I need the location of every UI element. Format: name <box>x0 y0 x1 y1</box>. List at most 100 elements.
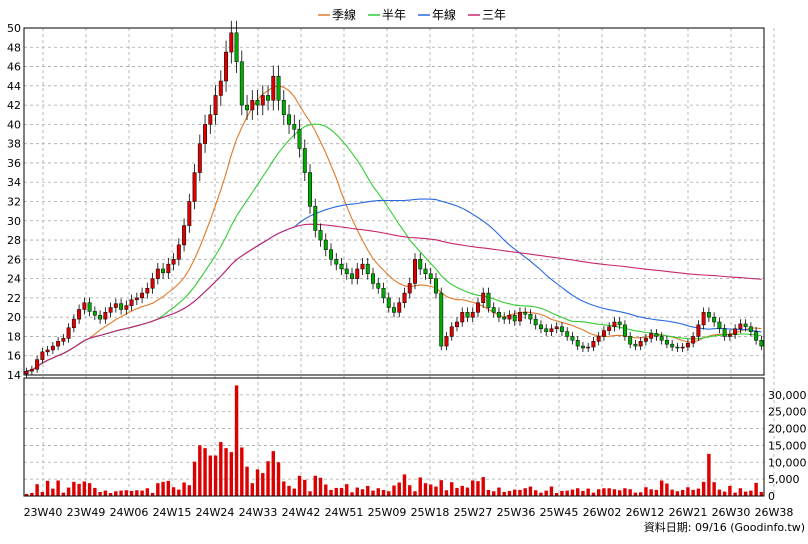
volume-bar <box>376 488 380 496</box>
candle-body <box>628 336 633 345</box>
candle-body <box>759 340 764 347</box>
volume-bar <box>103 490 108 496</box>
legend-label: 半年 <box>382 8 406 22</box>
volume-bar <box>570 489 575 496</box>
time-tick-label: 25W18 <box>411 506 450 519</box>
candle-body <box>239 61 244 106</box>
candle-body <box>45 349 50 353</box>
volume-bar <box>759 491 764 496</box>
volume-bar <box>460 485 464 496</box>
volume-bar <box>276 462 281 496</box>
volume-bar <box>124 490 129 496</box>
grid <box>24 27 775 497</box>
volume-tick-label: 25,000 <box>768 406 807 419</box>
candle-body <box>549 328 554 332</box>
legend-label: 季線 <box>332 7 356 22</box>
candle-body <box>580 345 585 349</box>
candle-body <box>591 341 596 348</box>
volume-bar <box>40 491 45 496</box>
volume-bar <box>292 488 296 496</box>
volume-bar <box>135 490 139 496</box>
volume-bar <box>502 491 506 496</box>
candle-body <box>98 314 103 320</box>
volume-bar <box>539 492 543 496</box>
candle-body <box>675 346 680 349</box>
candle-body <box>622 324 627 337</box>
time-tick-label: 24W24 <box>196 506 235 519</box>
price-tick-label: 20 <box>7 311 21 324</box>
candle-body <box>250 100 255 111</box>
volume-bar <box>528 486 533 496</box>
candle-body <box>570 336 575 341</box>
volume-bar <box>434 486 438 496</box>
candle-body <box>302 148 307 173</box>
candle-body <box>717 321 722 329</box>
volume-bar <box>161 481 165 496</box>
candle-body <box>287 114 291 125</box>
candle-body <box>434 278 438 294</box>
volume-bar <box>486 489 491 496</box>
candle-body <box>402 292 407 303</box>
volume-bar <box>429 484 433 496</box>
candle-body <box>224 51 229 82</box>
volume-bar <box>345 484 349 496</box>
price-panel-frame <box>23 27 765 376</box>
candle-body <box>538 324 543 329</box>
volume-bar <box>98 491 102 496</box>
time-tick-label: 24W42 <box>282 506 321 519</box>
time-tick-label: 25W36 <box>497 506 536 519</box>
volume-bar <box>213 455 218 496</box>
candle-body <box>208 114 213 125</box>
volume-bar <box>402 474 407 496</box>
candle-body <box>203 124 208 144</box>
ma-quarter-line <box>26 85 762 372</box>
volume-bar <box>617 490 622 496</box>
volume-bar <box>523 488 527 496</box>
volume-bar <box>198 445 202 496</box>
time-tick-label: 24W15 <box>153 506 192 519</box>
volume-tick-label: 15,000 <box>768 439 807 452</box>
volume-bar <box>733 492 737 496</box>
volume-bar <box>481 477 485 496</box>
volume-bar <box>581 490 585 496</box>
candle-body <box>423 268 428 275</box>
volume-bar <box>471 480 475 496</box>
volume-bar <box>450 482 454 496</box>
price-tick-label: 42 <box>7 99 21 112</box>
volume-bar <box>513 489 517 496</box>
candle-body <box>444 336 449 347</box>
volume-bar <box>423 483 428 496</box>
volume-bar <box>749 490 753 496</box>
volume-tick-label: 0 <box>768 490 775 503</box>
volume-bar <box>339 487 344 496</box>
candle-body <box>355 268 360 279</box>
candle-body <box>712 316 717 323</box>
volume-bars <box>24 385 764 496</box>
candle-body <box>659 336 664 341</box>
volume-bar <box>287 485 291 496</box>
volume-bar <box>203 448 207 496</box>
volume-bar <box>24 493 29 496</box>
price-tick-label: 14 <box>7 369 21 382</box>
volume-tick-label: 10,000 <box>768 456 807 469</box>
volume-bar <box>166 480 171 496</box>
volume-bar <box>177 489 181 496</box>
price-tick-label: 38 <box>7 138 21 151</box>
volume-bar <box>145 488 150 496</box>
volume-bar <box>596 489 601 496</box>
volume-bar <box>208 455 213 496</box>
candle-body <box>470 312 475 318</box>
time-tick-label: 25W27 <box>454 506 493 519</box>
candle-body <box>596 336 601 342</box>
candle-body <box>407 283 412 294</box>
volume-bar <box>150 492 155 496</box>
candle-body <box>187 201 192 226</box>
volume-bar <box>418 477 422 496</box>
candle-body <box>140 292 145 299</box>
candle-body <box>276 75 281 101</box>
ma-year-line <box>26 198 762 372</box>
volume-bar <box>129 490 134 496</box>
candle-body <box>339 263 344 270</box>
candle-body <box>260 95 265 106</box>
